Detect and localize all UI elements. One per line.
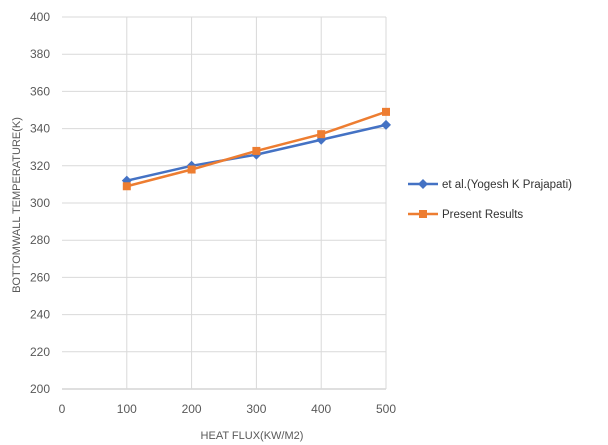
- y-tick-label: 360: [30, 84, 50, 98]
- x-tick: 200: [182, 402, 202, 416]
- y-tick-label: 340: [30, 122, 50, 136]
- legend: et al.(Yogesh K Prajapati) Present Result…: [408, 179, 572, 221]
- legend-label: et al.(Yogesh K Prajapati): [442, 179, 572, 191]
- y-tick: 360: [30, 84, 50, 98]
- x-tick-label: 500: [376, 402, 396, 416]
- y-tick: 220: [30, 345, 50, 359]
- x-tick-label: 400: [311, 402, 331, 416]
- y-tick-label: 260: [30, 270, 50, 284]
- legend-item: Present Results: [408, 209, 523, 221]
- x-tick: 500: [376, 402, 396, 416]
- x-tick: 400: [311, 402, 331, 416]
- y-tick-label: 200: [30, 382, 50, 396]
- y-tick-label: 400: [30, 10, 50, 24]
- y-tick: 340: [30, 122, 50, 136]
- y-tick-label: 320: [30, 159, 50, 173]
- data-point-marker: [252, 146, 261, 155]
- y-axis-ticks: 200 220 240 260 280 300 320 340 360 380 400: [30, 10, 50, 396]
- y-tick-label: 220: [30, 345, 50, 359]
- y-tick: 300: [30, 196, 50, 210]
- series-2: [122, 107, 390, 191]
- legend-marker: [418, 179, 428, 189]
- data-point-marker: [317, 130, 326, 139]
- x-axis-ticks: 0 100 200 300 400 500: [59, 402, 397, 416]
- x-tick-label: 200: [182, 402, 202, 416]
- x-axis-title: HEAT FLUX(KW/M2): [201, 430, 304, 442]
- y-tick: 280: [30, 233, 50, 247]
- gridlines: [62, 16, 387, 390]
- x-tick: 0: [59, 402, 66, 416]
- y-tick: 200: [30, 382, 50, 396]
- y-tick: 400: [30, 10, 50, 24]
- data-point-marker: [381, 119, 391, 130]
- data-point-marker: [122, 182, 131, 191]
- series-lines: [121, 107, 391, 191]
- y-tick-label: 300: [30, 196, 50, 210]
- y-tick: 320: [30, 159, 50, 173]
- y-tick-label: 280: [30, 233, 50, 247]
- x-tick-label: 100: [117, 402, 137, 416]
- y-axis-title: BOTTOMWALL TEMPERATURE(K): [11, 117, 23, 293]
- x-tick-label: 300: [246, 402, 266, 416]
- y-tick: 240: [30, 308, 50, 322]
- y-tick-label: 380: [30, 47, 50, 61]
- x-tick: 100: [117, 402, 137, 416]
- y-tick: 380: [30, 47, 50, 61]
- y-tick-label: 240: [30, 308, 50, 322]
- legend-marker: [419, 210, 427, 218]
- legend-label: Present Results: [442, 209, 523, 221]
- y-tick: 260: [30, 270, 50, 284]
- data-point-marker: [382, 107, 390, 116]
- x-tick-label: 0: [59, 402, 66, 416]
- data-point-marker: [187, 165, 196, 174]
- legend-item: et al.(Yogesh K Prajapati): [408, 179, 572, 191]
- x-tick: 300: [246, 402, 266, 416]
